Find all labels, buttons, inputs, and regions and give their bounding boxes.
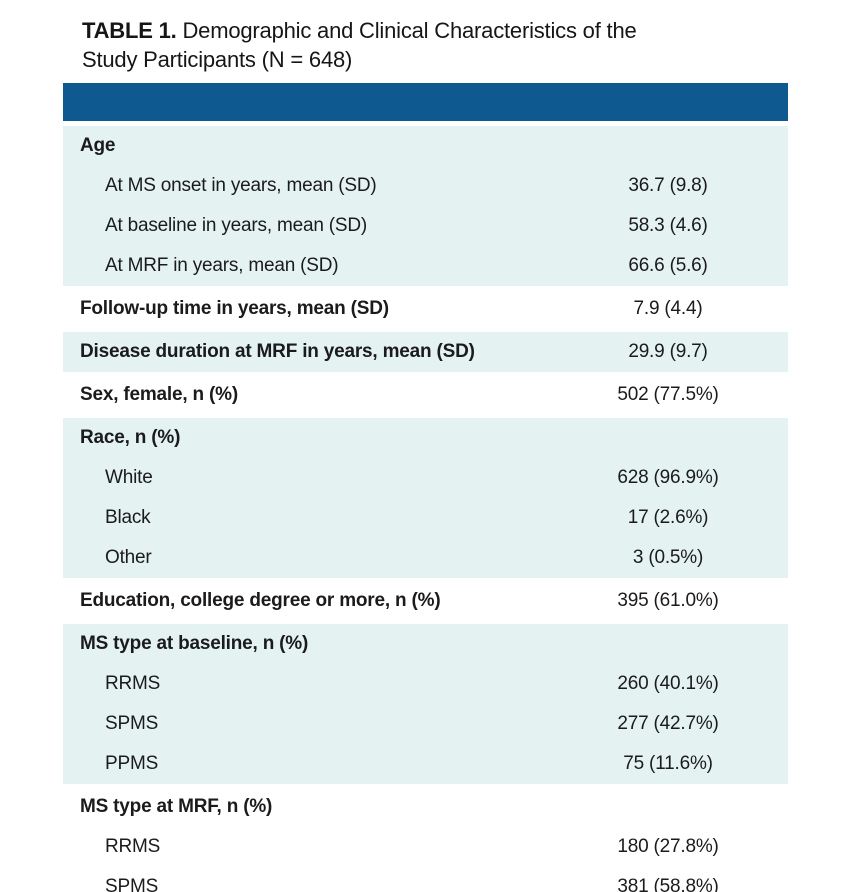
row-label-follow-up: Follow-up time in years, mean (SD) (80, 298, 389, 319)
table-row: MS type at MRF, n (%) (63, 787, 788, 827)
table-row: White 628 (96.9%) (63, 458, 788, 498)
row-label-baseline-rrms: RRMS (105, 673, 161, 694)
row-label-race-white: White (105, 467, 153, 488)
row-value-disease-duration: 29.9 (9.7) (628, 341, 708, 362)
row-label-sex-female: Sex, female, n (%) (80, 384, 238, 405)
section-ms-type-mrf: MS type at MRF, n (%) RRMS 180 (27.8%) S… (63, 787, 788, 892)
row-label-ms-type-baseline: MS type at baseline, n (%) (80, 633, 309, 654)
row-label-disease-duration: Disease duration at MRF in years, mean (… (80, 341, 475, 362)
row-value-baseline-rrms: 260 (40.1%) (617, 673, 719, 694)
table-row: At MRF in years, mean (SD) 66.6 (5.6) (63, 246, 788, 286)
row-value-baseline-ppms: 75 (11.6%) (623, 753, 713, 774)
table-row: At baseline in years, mean (SD) 58.3 (4.… (63, 206, 788, 246)
row-label-race-other: Other (105, 547, 152, 568)
row-label-ms-type-mrf: MS type at MRF, n (%) (80, 796, 273, 817)
section-age: Age At MS onset in years, mean (SD) 36.7… (63, 126, 788, 286)
row-value-follow-up: 7.9 (4.4) (633, 298, 703, 319)
row-value-baseline-spms: 277 (42.7%) (617, 713, 719, 734)
row-value-age-ms-onset: 36.7 (9.8) (628, 175, 708, 196)
row-label-education: Education, college degree or more, n (%) (80, 590, 441, 611)
table-row: PPMS 75 (11.6%) (63, 744, 788, 784)
table-header-band (63, 83, 788, 121)
section-race: Race, n (%) White 628 (96.9%) Black 17 (… (63, 418, 788, 578)
row-label-age-baseline: At baseline in years, mean (SD) (105, 215, 368, 236)
table-title-label: TABLE 1. (82, 18, 177, 43)
row-value-age-mrf: 66.6 (5.6) (628, 255, 708, 276)
row-label-age: Age (80, 135, 116, 156)
row-value-mrf-spms: 381 (58.8%) (617, 876, 719, 892)
row-label-age-mrf: At MRF in years, mean (SD) (105, 255, 339, 276)
section-education: Education, college degree or more, n (%)… (63, 581, 788, 621)
table-title-line1: Demographic and Clinical Characteristics… (182, 18, 637, 43)
row-value-mrf-rrms: 180 (27.8%) (617, 836, 719, 857)
row-label-baseline-spms: SPMS (105, 713, 159, 734)
row-value-race-white: 628 (96.9%) (617, 467, 719, 488)
section-sex: Sex, female, n (%) 502 (77.5%) (63, 375, 788, 415)
table-row: MS type at baseline, n (%) (63, 624, 788, 664)
table-row: Other 3 (0.5%) (63, 538, 788, 578)
table-row: SPMS 277 (42.7%) (63, 704, 788, 744)
table-title-line2: Study Participants (N = 648) (82, 47, 353, 72)
table-row: Age (63, 126, 788, 166)
row-value-age-baseline: 58.3 (4.6) (628, 215, 708, 236)
table-row: Sex, female, n (%) 502 (77.5%) (63, 375, 788, 415)
table-row: Race, n (%) (63, 418, 788, 458)
section-disease-duration: Disease duration at MRF in years, mean (… (63, 332, 788, 372)
section-follow-up: Follow-up time in years, mean (SD) 7.9 (… (63, 289, 788, 329)
row-value-education: 395 (61.0%) (617, 590, 719, 611)
table-row: Black 17 (2.6%) (63, 498, 788, 538)
row-value-race-other: 3 (0.5%) (632, 547, 704, 568)
row-value-race-black: 17 (2.6%) (627, 507, 709, 528)
row-label-mrf-rrms: RRMS (105, 836, 161, 857)
table-title: TABLE 1. Demographic and Clinical Charac… (82, 16, 772, 74)
table-row: At MS onset in years, mean (SD) 36.7 (9.… (63, 166, 788, 206)
table-row: Follow-up time in years, mean (SD) 7.9 (… (63, 289, 788, 329)
table-row: Disease duration at MRF in years, mean (… (63, 332, 788, 372)
section-ms-type-baseline: MS type at baseline, n (%) RRMS 260 (40.… (63, 624, 788, 784)
table-row: RRMS 180 (27.8%) (63, 827, 788, 867)
table-row: SPMS 381 (58.8%) (63, 867, 788, 892)
row-label-race: Race, n (%) (80, 427, 181, 448)
row-label-baseline-ppms: PPMS (105, 753, 159, 774)
table-row: RRMS 260 (40.1%) (63, 664, 788, 704)
row-label-mrf-spms: SPMS (105, 876, 159, 892)
row-label-race-black: Black (105, 507, 151, 528)
row-label-age-ms-onset: At MS onset in years, mean (SD) (105, 175, 377, 196)
row-value-sex-female: 502 (77.5%) (617, 384, 719, 405)
table-container: TABLE 1. Demographic and Clinical Charac… (63, 16, 788, 892)
table-row: Education, college degree or more, n (%)… (63, 581, 788, 621)
